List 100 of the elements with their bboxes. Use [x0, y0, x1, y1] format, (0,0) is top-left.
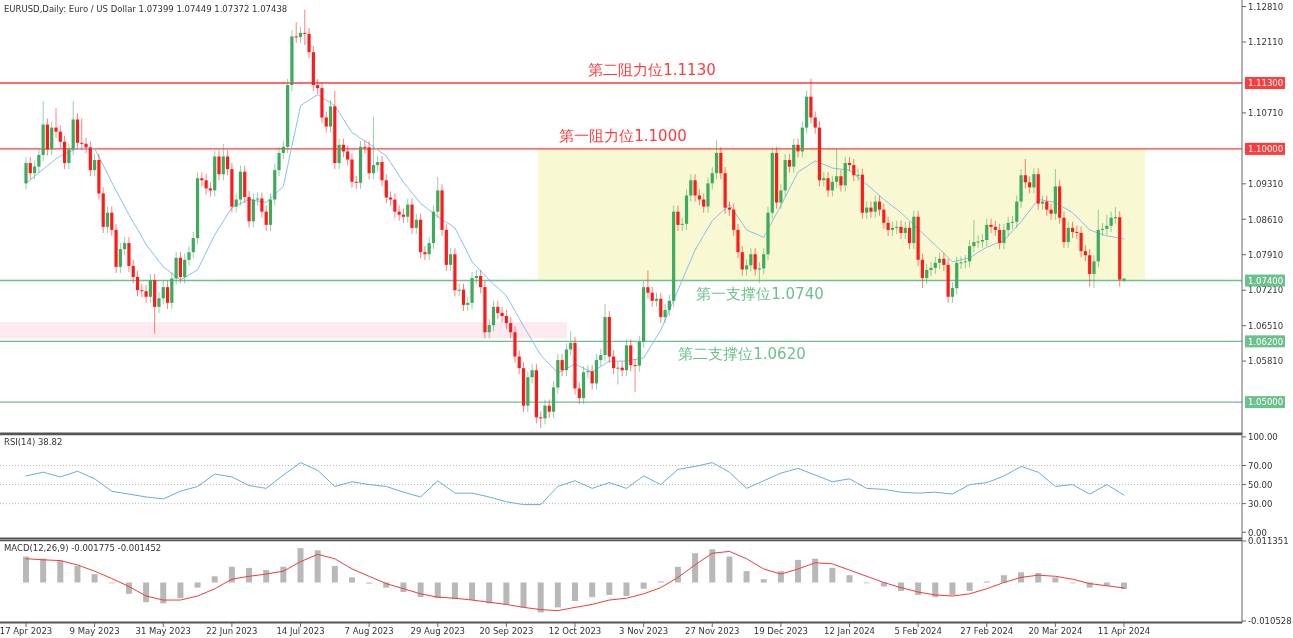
chart-title: MACD(12,26,9) -0.001775 -0.001452	[4, 543, 162, 553]
ref-line-label: 1.05000	[1248, 397, 1284, 408]
bar	[228, 566, 235, 583]
bar	[91, 574, 98, 583]
candlestick	[680, 217, 684, 232]
candlestick	[539, 410, 543, 429]
line-series	[25, 462, 1125, 506]
bar	[726, 556, 733, 583]
x-tick-label: 12 Oct 2023	[548, 626, 602, 636]
candlestick	[500, 306, 504, 323]
bar	[331, 566, 338, 583]
y-tick-label: 1.07210	[1248, 285, 1284, 296]
candlestick	[354, 175, 358, 190]
ref-line-label: 1.06200	[1248, 336, 1284, 347]
bar	[1052, 577, 1059, 583]
x-tick-label: 27 Feb 2024	[960, 626, 1014, 636]
x-tick-label: 20 Mar 2024	[1028, 626, 1083, 636]
candlestick	[856, 168, 860, 182]
chart-title: RSI(14) 38.82	[4, 437, 63, 447]
y-tick-label: 1.05810	[1248, 356, 1284, 367]
bar	[640, 582, 647, 589]
y-tick-label: 50.00	[1248, 479, 1273, 490]
candlestick	[397, 205, 401, 222]
candlestick	[140, 283, 144, 298]
candlestick	[869, 201, 873, 219]
candlestick	[1100, 222, 1105, 237]
y-tick-label: -0.010528	[1248, 616, 1292, 627]
y-tick-label: 1.10710	[1248, 108, 1284, 119]
x-tick-label: 7 Aug 2023	[344, 626, 394, 636]
bar	[829, 567, 836, 583]
ref-line-label: 1.07400	[1248, 275, 1284, 286]
x-tick-label: 3 Nov 2023	[619, 626, 669, 636]
bar	[23, 556, 29, 583]
bar	[194, 582, 201, 588]
bar	[143, 582, 150, 603]
bar	[623, 582, 630, 597]
candlestick	[423, 245, 427, 261]
bar	[40, 558, 47, 583]
x-tick-label: 31 May 2023	[135, 626, 191, 636]
chart-title: EURUSD,Daily: Euro / US Dollar 1.07399 1.07449 1.07372 1.07438	[4, 4, 288, 14]
y-tick-label: 1.12810	[1248, 1, 1284, 12]
candlestick	[1075, 225, 1079, 240]
x-tick-label: 14 Jul 2023	[276, 626, 325, 636]
candlestick	[1049, 203, 1053, 221]
x-tick-label: 19 Dec 2023	[753, 626, 809, 636]
candlestick	[989, 218, 993, 234]
bar	[743, 571, 750, 583]
y-tick-label: 0.011351	[1248, 536, 1289, 547]
y-tick-label: 1.08610	[1248, 214, 1284, 225]
x-tick-label: 29 Aug 2023	[410, 626, 465, 636]
x-tick-label: 27 Nov 2023	[685, 626, 740, 636]
x-tick-label: 5 Feb 2024	[894, 626, 942, 636]
annotation: 第一支撑位1.0740	[696, 284, 824, 303]
candlestick	[388, 190, 393, 207]
candlestick	[1113, 206, 1118, 225]
ref-line-label: 1.11300	[1248, 78, 1284, 89]
bar	[280, 566, 287, 583]
bar	[812, 558, 819, 583]
bar	[57, 560, 64, 583]
annotation: 第一阻力位1.1000	[559, 126, 687, 145]
x-tick-label: 20 Sep 2023	[479, 626, 534, 636]
candlestick	[256, 191, 260, 207]
candlestick	[144, 284, 148, 304]
bar	[795, 559, 802, 583]
y-tick-label: 1.06510	[1248, 320, 1284, 331]
bar	[846, 575, 853, 583]
candlestick	[586, 364, 590, 379]
candlestick	[1122, 277, 1126, 283]
bar	[554, 582, 561, 608]
annotation: 第二支撑位1.0620	[678, 345, 806, 364]
bar	[246, 567, 253, 583]
bar	[348, 577, 355, 583]
bar	[520, 582, 527, 608]
x-tick-label: 11 Apr 2024	[1097, 626, 1151, 636]
bar	[469, 582, 476, 601]
candlestick	[200, 171, 204, 187]
bar	[760, 579, 767, 583]
bar	[692, 553, 699, 583]
y-tick-label: 1.09310	[1248, 179, 1284, 190]
line-series	[25, 550, 1125, 612]
bar	[572, 582, 578, 602]
y-tick-label: 100.00	[1248, 432, 1278, 443]
candlestick	[976, 234, 980, 249]
y-tick-label: 30.00	[1248, 498, 1273, 509]
candlestick	[963, 254, 967, 269]
bar	[966, 582, 973, 591]
y-tick-label: 70.00	[1248, 460, 1273, 471]
x-tick-label: 17 Apr 2023	[0, 626, 53, 636]
annotation: 第二阻力位1.1130	[588, 61, 716, 80]
bar	[211, 576, 218, 583]
bar	[709, 549, 716, 583]
candlestick	[84, 137, 88, 154]
bar	[503, 582, 510, 605]
x-tick-label: 9 May 2023	[69, 626, 120, 636]
y-tick-label: 1.07910	[1248, 250, 1284, 261]
bar	[74, 566, 81, 583]
ref-line-label: 1.10000	[1248, 144, 1284, 155]
candlestick	[895, 220, 899, 235]
bar	[177, 582, 184, 599]
candlestick	[1010, 215, 1015, 230]
